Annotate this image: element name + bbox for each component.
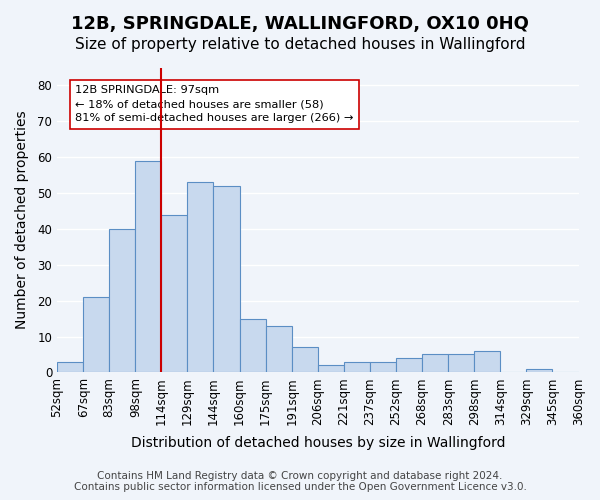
Bar: [370, 362, 396, 372]
Bar: [344, 362, 370, 372]
Text: 12B, SPRINGDALE, WALLINGFORD, OX10 0HQ: 12B, SPRINGDALE, WALLINGFORD, OX10 0HQ: [71, 15, 529, 33]
Bar: [448, 354, 474, 372]
Bar: [292, 348, 318, 372]
Bar: [214, 186, 239, 372]
Text: 12B SPRINGDALE: 97sqm
← 18% of detached houses are smaller (58)
81% of semi-deta: 12B SPRINGDALE: 97sqm ← 18% of detached …: [76, 86, 353, 124]
Text: Size of property relative to detached houses in Wallingford: Size of property relative to detached ho…: [75, 38, 525, 52]
Bar: [526, 369, 553, 372]
Bar: [239, 318, 266, 372]
Bar: [474, 351, 500, 372]
Y-axis label: Number of detached properties: Number of detached properties: [15, 110, 29, 330]
Bar: [109, 229, 135, 372]
X-axis label: Distribution of detached houses by size in Wallingford: Distribution of detached houses by size …: [131, 436, 505, 450]
Bar: [396, 358, 422, 372]
Bar: [135, 161, 161, 372]
Bar: [57, 362, 83, 372]
Bar: [318, 365, 344, 372]
Bar: [422, 354, 448, 372]
Bar: [266, 326, 292, 372]
Bar: [161, 214, 187, 372]
Bar: [187, 182, 214, 372]
Text: Contains HM Land Registry data © Crown copyright and database right 2024.
Contai: Contains HM Land Registry data © Crown c…: [74, 471, 526, 492]
Bar: [83, 297, 109, 372]
